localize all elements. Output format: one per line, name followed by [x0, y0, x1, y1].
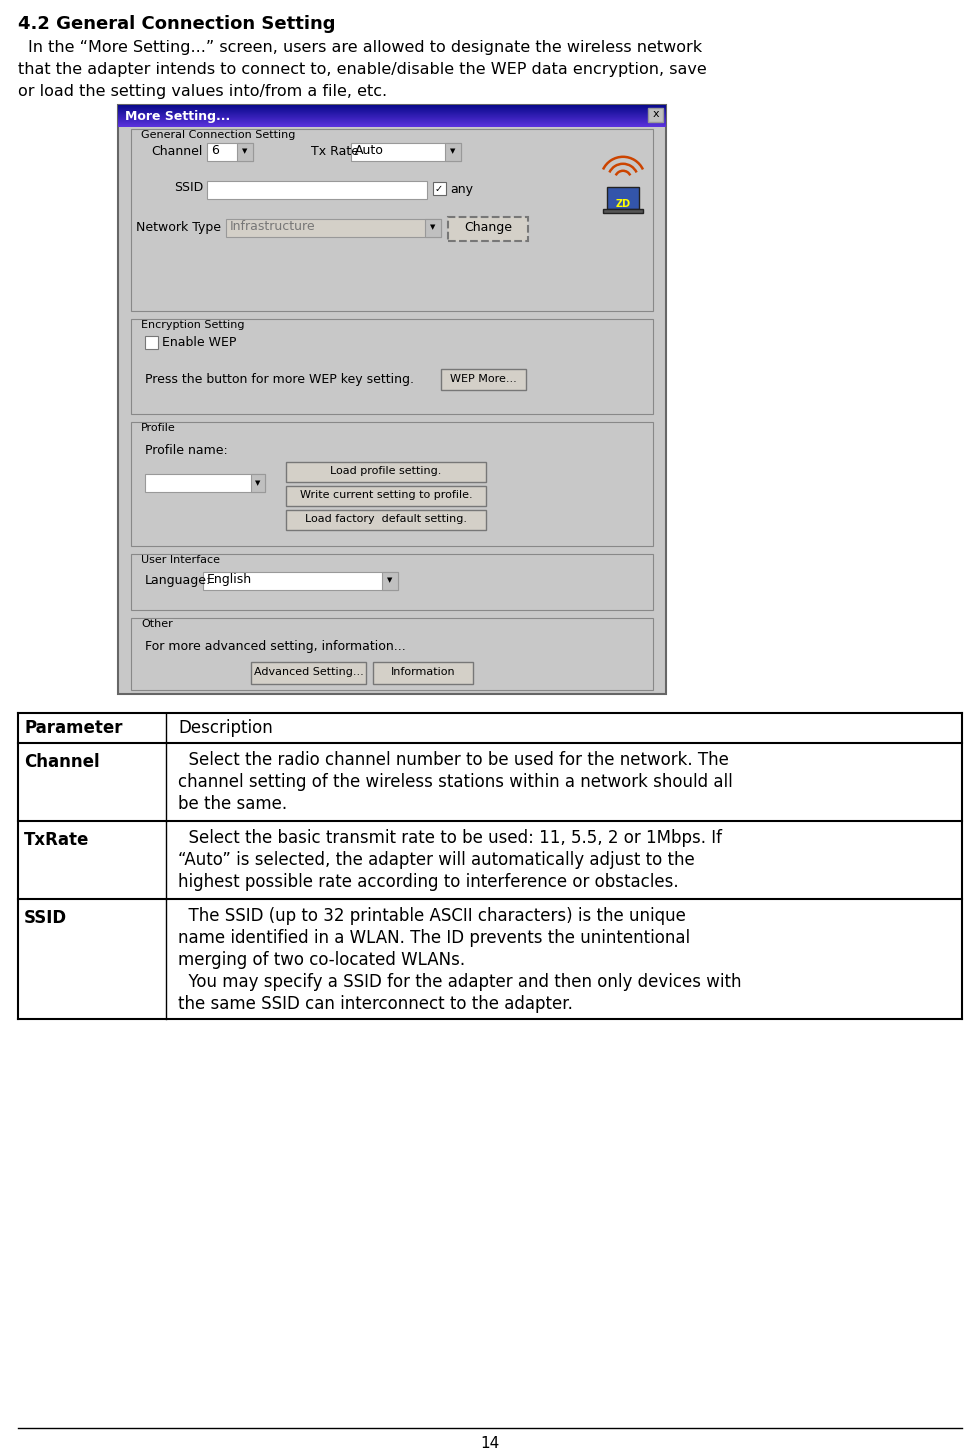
Bar: [251, 474, 265, 492]
Bar: [286, 486, 486, 506]
Text: Select the radio channel number to be used for the network. The: Select the radio channel number to be us…: [178, 751, 729, 770]
Text: More Setting...: More Setting...: [125, 111, 230, 122]
Text: Write current setting to profile.: Write current setting to profile.: [300, 490, 472, 501]
Text: General Connection Setting: General Connection Setting: [141, 129, 295, 140]
Text: Encryption Setting: Encryption Setting: [141, 320, 244, 330]
Text: Select the basic transmit rate to be used: 11, 5.5, 2 or 1Mbps. If: Select the basic transmit rate to be use…: [178, 829, 722, 847]
Bar: [207, 180, 427, 199]
Text: Channel: Channel: [152, 146, 203, 157]
Text: the same SSID can interconnect to the adapter.: the same SSID can interconnect to the ad…: [178, 995, 573, 1013]
Text: Profile: Profile: [141, 423, 175, 434]
Text: ✓: ✓: [435, 183, 443, 194]
Text: TxRate: TxRate: [24, 831, 89, 848]
Text: ▼: ▼: [387, 578, 393, 583]
Bar: [382, 572, 398, 591]
Text: x: x: [652, 109, 659, 119]
Bar: [441, 368, 526, 390]
Text: User Interface: User Interface: [141, 556, 220, 566]
Bar: [286, 463, 486, 483]
Text: that the adapter intends to connect to, enable/disable the WEP data encryption, : that the adapter intends to connect to, …: [18, 63, 707, 77]
Text: Parameter: Parameter: [24, 719, 122, 738]
Text: channel setting of the wireless stations within a network should all: channel setting of the wireless stations…: [178, 773, 733, 792]
Bar: [237, 143, 253, 162]
Text: ZD: ZD: [615, 199, 630, 208]
Text: Infrastructure: Infrastructure: [230, 220, 316, 233]
Bar: [131, 554, 653, 610]
Text: Auto: Auto: [355, 144, 384, 157]
Text: name identified in a WLAN. The ID prevents the unintentional: name identified in a WLAN. The ID preven…: [178, 928, 690, 947]
Text: In the “More Setting...” screen, users are allowed to designate the wireless net: In the “More Setting...” screen, users a…: [28, 39, 702, 55]
Text: Load profile setting.: Load profile setting.: [330, 467, 442, 476]
Text: SSID: SSID: [24, 909, 67, 927]
Bar: [207, 143, 253, 162]
Text: English: English: [207, 573, 252, 586]
Text: merging of two co-located WLANs.: merging of two co-located WLANs.: [178, 950, 466, 969]
Bar: [373, 662, 473, 684]
Bar: [131, 319, 653, 415]
Text: Profile name:: Profile name:: [145, 444, 227, 457]
Text: Information: Information: [391, 666, 456, 677]
Bar: [118, 105, 666, 694]
Text: 4.2 General Connection Setting: 4.2 General Connection Setting: [18, 15, 335, 33]
Text: WEP More...: WEP More...: [450, 374, 516, 384]
Text: You may specify a SSID for the adapter and then only devices with: You may specify a SSID for the adapter a…: [178, 973, 742, 991]
Text: ▼: ▼: [256, 480, 261, 486]
Bar: [351, 143, 461, 162]
Bar: [607, 186, 639, 208]
Bar: [131, 422, 653, 546]
Bar: [131, 618, 653, 690]
Text: The SSID (up to 32 printable ASCII characters) is the unique: The SSID (up to 32 printable ASCII chara…: [178, 906, 686, 925]
Text: Enable WEP: Enable WEP: [162, 336, 236, 349]
Text: Description: Description: [178, 719, 272, 738]
Text: Press the button for more WEP key setting.: Press the button for more WEP key settin…: [145, 372, 414, 386]
Bar: [226, 218, 441, 237]
Bar: [603, 208, 643, 212]
Bar: [445, 143, 461, 162]
Bar: [145, 474, 265, 492]
Bar: [448, 217, 528, 240]
Text: Network Type: Network Type: [136, 221, 221, 234]
Text: Other: Other: [141, 620, 172, 629]
Text: highest possible rate according to interference or obstacles.: highest possible rate according to inter…: [178, 873, 678, 890]
Bar: [145, 336, 158, 349]
Text: 6: 6: [211, 144, 219, 157]
Text: Advanced Setting...: Advanced Setting...: [254, 666, 364, 677]
Text: Load factory  default setting.: Load factory default setting.: [305, 514, 467, 524]
Bar: [648, 108, 663, 122]
Bar: [433, 182, 446, 195]
Text: ▼: ▼: [451, 148, 456, 154]
Text: 14: 14: [480, 1436, 500, 1451]
Text: or load the setting values into/from a file, etc.: or load the setting values into/from a f…: [18, 84, 387, 99]
Bar: [203, 572, 398, 591]
Text: any: any: [450, 183, 473, 196]
Text: For more advanced setting, information...: For more advanced setting, information..…: [145, 640, 406, 653]
Text: be the same.: be the same.: [178, 794, 287, 813]
Text: SSID: SSID: [173, 180, 203, 194]
Text: Language:: Language:: [145, 575, 212, 588]
Text: “Auto” is selected, the adapter will automatically adjust to the: “Auto” is selected, the adapter will aut…: [178, 851, 695, 869]
Bar: [286, 511, 486, 530]
Text: Change: Change: [464, 221, 512, 234]
Text: ▼: ▼: [430, 224, 436, 230]
Text: ▼: ▼: [242, 148, 248, 154]
Text: Tx Rate: Tx Rate: [311, 146, 359, 157]
Bar: [131, 129, 653, 310]
Bar: [425, 218, 441, 237]
Text: Channel: Channel: [24, 754, 100, 771]
Bar: [251, 662, 366, 684]
